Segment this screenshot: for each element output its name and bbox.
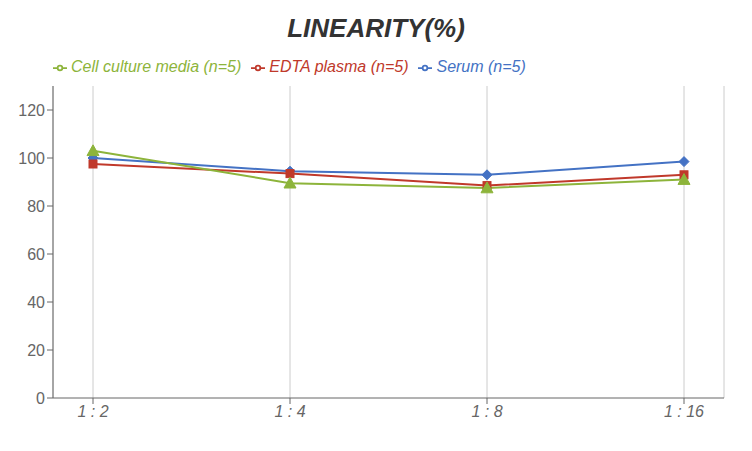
svg-text:1 : 4: 1 : 4: [274, 403, 305, 420]
svg-text:60: 60: [27, 246, 45, 263]
svg-text:40: 40: [27, 294, 45, 311]
html-text:LINEARITY(%): LINEARITY(%): [287, 13, 465, 43]
svg-text:20: 20: [27, 342, 45, 359]
svg-text:0: 0: [36, 390, 45, 407]
svg-text:1 : 2: 1 : 2: [77, 403, 108, 420]
svg-text:100: 100: [18, 150, 45, 167]
svg-text:1 : 8: 1 : 8: [471, 403, 502, 420]
svg-text:80: 80: [27, 198, 45, 215]
svg-text:120: 120: [18, 102, 45, 119]
html-text:Cell culture media (n=5): Cell culture media (n=5): [71, 58, 242, 75]
html-text:Serum (n=5): Serum (n=5): [436, 58, 526, 75]
html-text:EDTA plasma (n=5): EDTA plasma (n=5): [269, 58, 409, 75]
svg-text:1 : 16: 1 : 16: [664, 403, 704, 420]
